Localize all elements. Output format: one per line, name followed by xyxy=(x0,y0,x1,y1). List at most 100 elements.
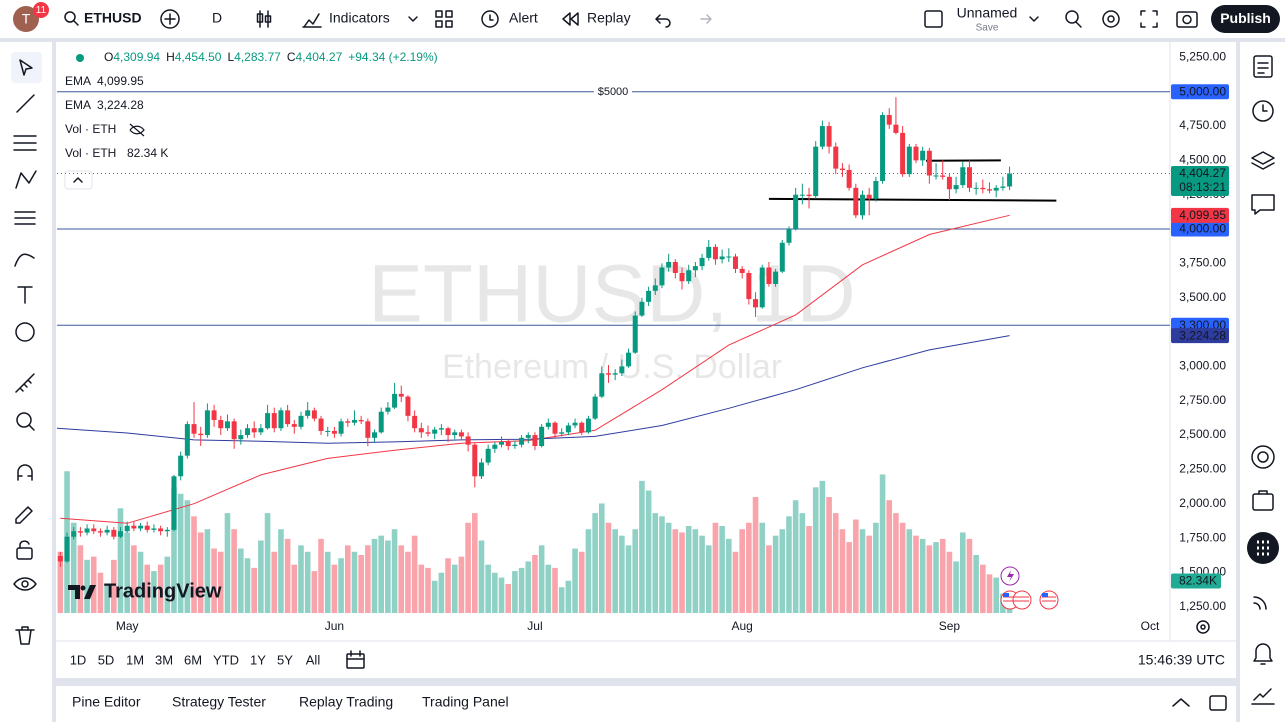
settings-part[interactable] xyxy=(1102,10,1120,28)
interval[interactable]: D xyxy=(212,10,222,26)
replay-button-part[interactable] xyxy=(562,12,579,26)
replay[interactable]: Replay xyxy=(587,10,631,26)
save[interactable]: Save xyxy=(976,23,999,34)
quick-search-part[interactable] xyxy=(1065,10,1079,24)
alert-button[interactable]: Alert xyxy=(481,10,538,28)
goto-date[interactable] xyxy=(346,650,365,669)
panel-controls[interactable] xyxy=(1172,695,1227,711)
indicators[interactable]: Indicators xyxy=(329,10,390,26)
layout-name[interactable]: Unnamed xyxy=(957,5,1018,21)
layout-menu-part[interactable] xyxy=(1029,16,1039,22)
indicators-button-part[interactable] xyxy=(302,13,322,28)
fullscreen-part[interactable] xyxy=(1140,10,1158,28)
range-button[interactable]: YTD xyxy=(213,652,239,667)
drawing-tools-part[interactable] xyxy=(15,322,35,342)
symbol[interactable]: ETHUSD xyxy=(84,10,142,26)
badge[interactable]: 11 xyxy=(36,5,47,16)
event-markers-part[interactable] xyxy=(1003,596,1056,602)
range-button[interactable]: All xyxy=(306,652,321,667)
drawing-tools-part[interactable] xyxy=(14,211,36,225)
drawing-tools-part[interactable] xyxy=(16,94,35,113)
alert[interactable]: Alert xyxy=(509,10,538,26)
legend-collapse-part[interactable] xyxy=(73,177,83,183)
redo-part[interactable] xyxy=(700,14,712,24)
range-button[interactable]: 1D xyxy=(70,652,87,667)
settings-part[interactable] xyxy=(1107,15,1115,23)
symbol-search-part[interactable] xyxy=(64,11,76,23)
axis-settings[interactable] xyxy=(1196,620,1210,634)
axis-settings-part[interactable] xyxy=(1196,620,1210,634)
redo[interactable] xyxy=(700,14,712,24)
indicators-button-part[interactable] xyxy=(408,16,418,22)
sidebar-icons-part[interactable] xyxy=(1258,490,1268,495)
templates-part[interactable] xyxy=(435,10,443,18)
bottom-tab[interactable]: Replay Trading xyxy=(299,694,393,710)
drawing-tools-part[interactable] xyxy=(16,412,32,428)
event-markers-part[interactable] xyxy=(1007,570,1014,582)
event-markers-part[interactable] xyxy=(1012,590,1032,610)
fullscreen[interactable] xyxy=(1140,10,1158,28)
panel-controls-part[interactable] xyxy=(1172,698,1190,707)
drawing-tools-part[interactable] xyxy=(15,626,35,645)
range-bar[interactable]: 1D 5D 1M 3M 6M YTD 1Y 5Y All xyxy=(70,652,321,667)
range-button[interactable]: 5Y xyxy=(277,652,293,667)
bottom-tabs[interactable]: Pine Editor Strategy Tester Replay Trading… xyxy=(72,694,509,710)
publish[interactable]: Publish xyxy=(1220,10,1271,26)
drawing-tools-part[interactable] xyxy=(15,506,33,524)
drawing-tools[interactable] xyxy=(11,52,42,645)
snapshot[interactable] xyxy=(1176,11,1198,28)
publish-button-part[interactable] xyxy=(1211,5,1280,33)
drawing-tools-part[interactable] xyxy=(19,540,30,549)
sidebar-icons-part[interactable] xyxy=(1252,100,1274,122)
visibility-toggle[interactable] xyxy=(129,123,145,137)
avatar-part[interactable] xyxy=(13,6,39,32)
sidebar-icons-part[interactable] xyxy=(1251,151,1275,170)
drawing-tools-part[interactable] xyxy=(15,373,35,393)
eye-off-icon[interactable] xyxy=(129,123,145,137)
sidebar-icons-part[interactable] xyxy=(1251,445,1275,469)
sidebar-icons-part[interactable] xyxy=(1262,104,1268,112)
drawing-tools-part[interactable] xyxy=(19,59,33,76)
undo[interactable] xyxy=(655,14,671,28)
sidebar-icons-part[interactable] xyxy=(1257,451,1269,463)
panel-controls-part[interactable] xyxy=(1209,695,1227,711)
event-markers-part[interactable] xyxy=(1003,593,1009,597)
templates-part[interactable] xyxy=(445,20,453,28)
templates[interactable] xyxy=(435,10,453,28)
templates-part[interactable] xyxy=(445,10,453,18)
alert-button-part[interactable] xyxy=(481,10,499,28)
goto-date-part[interactable] xyxy=(346,650,365,660)
sidebar-icons-part[interactable] xyxy=(1253,596,1267,610)
snapshot-part[interactable] xyxy=(1182,14,1192,25)
layout-menu-part[interactable] xyxy=(924,10,943,28)
event-markers[interactable] xyxy=(1000,566,1059,610)
bottom-tab[interactable]: Strategy Tester xyxy=(172,694,266,710)
chart-type-part[interactable] xyxy=(256,13,264,23)
sidebar-icons-part[interactable] xyxy=(1257,540,1269,556)
chart-type-part[interactable] xyxy=(264,15,272,23)
range-button[interactable]: 6M xyxy=(184,652,202,667)
legend-collapse[interactable] xyxy=(64,170,93,190)
sidebar-icons-part[interactable] xyxy=(1252,493,1274,511)
compare-button-part[interactable] xyxy=(160,9,180,29)
bottom-tab[interactable]: Pine Editor xyxy=(72,694,141,710)
drawing-tools-part[interactable] xyxy=(28,424,35,431)
indicators-button[interactable]: Indicators xyxy=(302,10,418,28)
layout-menu[interactable]: Unnamed Save xyxy=(924,5,1039,34)
symbol-search-part[interactable] xyxy=(73,20,79,26)
sidebar-icons-part[interactable] xyxy=(1257,62,1269,74)
drawing-tools-part[interactable] xyxy=(13,135,37,151)
axis-settings-part[interactable] xyxy=(1200,624,1206,630)
avatar-part[interactable] xyxy=(33,2,49,18)
range-button[interactable]: 1Y xyxy=(250,652,266,667)
sidebar-icons-part[interactable] xyxy=(1251,194,1275,215)
event-markers-part[interactable] xyxy=(1042,593,1048,597)
drawing-tools-part[interactable] xyxy=(21,580,29,588)
bottom-tab[interactable]: Trading Panel xyxy=(422,694,509,710)
drawing-tools-part[interactable] xyxy=(11,52,42,83)
symbol-search[interactable]: ETHUSD xyxy=(64,10,142,26)
quick-search[interactable] xyxy=(1065,10,1082,28)
drawing-tools-part[interactable] xyxy=(15,170,37,189)
alert-button-part[interactable] xyxy=(489,14,494,21)
range-button[interactable]: 3M xyxy=(155,652,173,667)
